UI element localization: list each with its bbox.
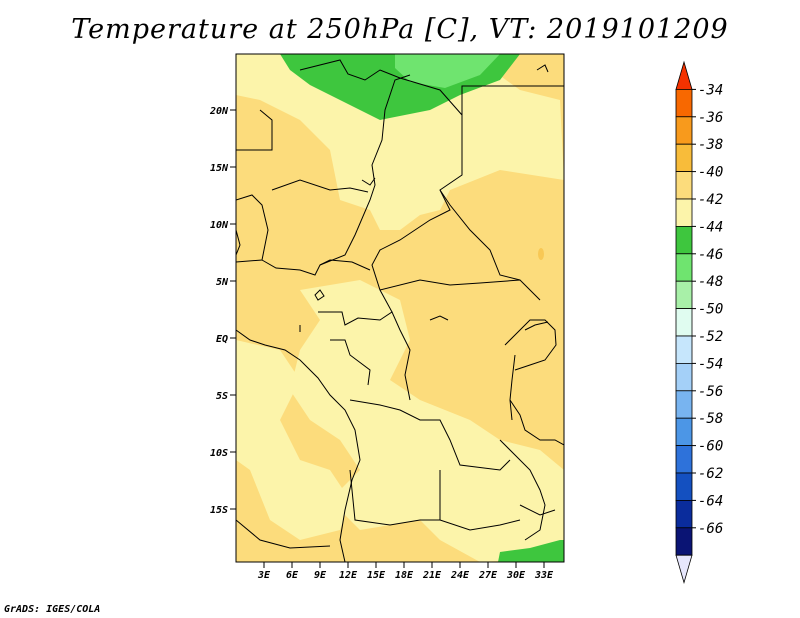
colorbar-arrow-top xyxy=(675,60,693,90)
fill-region-m38-40 xyxy=(538,248,544,260)
lat-label: 15S xyxy=(210,505,228,516)
map-frame xyxy=(235,53,565,563)
latitude-axis xyxy=(230,109,236,510)
grads-credit: GrADS: IGES/COLA xyxy=(4,604,101,615)
colorbar-swatch xyxy=(675,143,693,172)
colorbar-swatch xyxy=(675,225,693,255)
lat-label: 15N xyxy=(210,163,229,174)
colorbar-swatch xyxy=(675,89,693,118)
colorbar-arrow-bottom xyxy=(675,554,693,585)
lat-label: EQ xyxy=(216,334,228,345)
colorbar-swatch xyxy=(675,390,693,419)
colorbar xyxy=(675,60,693,585)
colorbar-swatch xyxy=(675,253,693,282)
lon-label: 27E xyxy=(478,570,498,581)
temperature-map-panel xyxy=(236,54,564,562)
fill-region-m42-44 xyxy=(290,280,564,562)
colorbar-label: -40 xyxy=(698,165,723,181)
lon-label: 15E xyxy=(367,570,386,581)
map-title: Temperature at 250hPa [C], VT: 201910120… xyxy=(71,14,729,45)
colorbar-swatch xyxy=(675,308,693,337)
colorbar-swatch xyxy=(675,116,693,145)
colorbar-label: -34 xyxy=(698,82,723,98)
colorbar-label: -36 xyxy=(698,110,723,126)
colorbar-swatch xyxy=(675,171,693,200)
colorbar-swatch xyxy=(675,335,693,364)
colorbar-swatch xyxy=(675,417,693,447)
lon-label: 21E xyxy=(422,570,442,581)
country-boundaries xyxy=(236,59,564,562)
lon-label: 9E xyxy=(314,570,327,581)
fill-region-m42-44 xyxy=(236,340,350,540)
colorbar-label: -46 xyxy=(698,247,723,263)
colorbar-label: -54 xyxy=(698,356,723,372)
lon-label: 18E xyxy=(395,570,414,581)
colorbar-label: -48 xyxy=(698,274,723,290)
colorbar-swatch xyxy=(675,198,693,227)
colorbar-label: -50 xyxy=(698,302,723,318)
colorbar-swatch xyxy=(675,472,693,501)
colorbar-label: -52 xyxy=(698,329,723,345)
colorbar-swatch xyxy=(675,445,693,474)
lon-label: 24E xyxy=(450,570,470,581)
colorbar-label: -56 xyxy=(698,384,723,400)
lat-label: 10N xyxy=(210,220,229,231)
lon-label: 6E xyxy=(286,570,299,581)
colorbar-swatch xyxy=(675,527,693,556)
colorbar-label: -44 xyxy=(698,219,723,235)
fill-region-m42-44 xyxy=(236,54,564,230)
colorbar-swatch xyxy=(675,362,693,392)
colorbar-label: -38 xyxy=(698,137,723,153)
fill-region-m44-46 xyxy=(498,540,564,562)
lat-label: 20N xyxy=(209,106,229,117)
colorbar-label: -64 xyxy=(698,493,723,509)
colorbar-label: -42 xyxy=(698,192,723,208)
colorbar-swatch xyxy=(675,499,693,529)
colorbar-labels: -34 -36 -38 -40 -42 -44 -46 -48 -50 -52 -54 -56 -58 -… xyxy=(692,82,723,537)
lat-label: 5S xyxy=(216,391,228,402)
colorbar-label: -62 xyxy=(698,466,723,482)
longitude-axis xyxy=(263,562,545,568)
fill-region-m46-48 xyxy=(395,54,500,88)
colorbar-label: -60 xyxy=(698,439,723,455)
lon-label: 3E xyxy=(257,570,271,581)
colorbar-swatch xyxy=(675,280,693,310)
lat-label: 5N xyxy=(216,277,229,288)
colorbar-label: -66 xyxy=(698,521,723,537)
lon-label: 30E xyxy=(506,570,526,581)
lat-label: 10S xyxy=(210,448,228,459)
lon-label: 33E xyxy=(534,570,554,581)
colorbar-label: -58 xyxy=(698,411,723,427)
lon-label: 12E xyxy=(339,570,358,581)
